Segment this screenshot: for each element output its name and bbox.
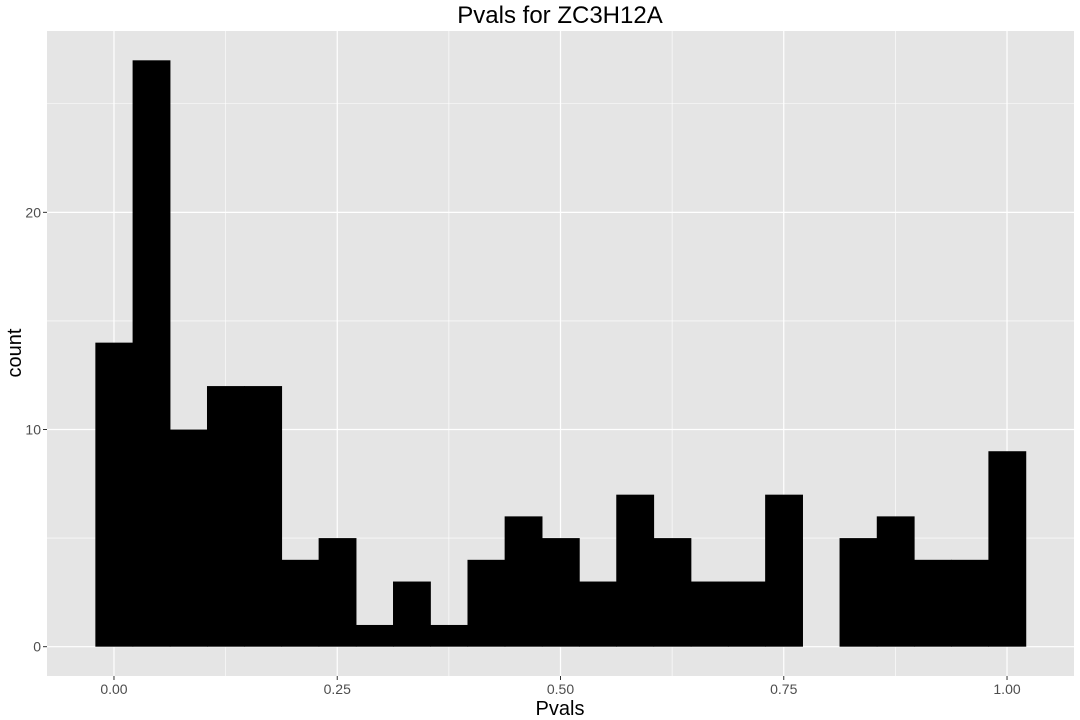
histogram-bar [467, 559, 506, 647]
histogram-bar [839, 538, 878, 647]
histogram-bar [914, 559, 952, 647]
histogram-bar [951, 559, 990, 647]
histogram-bar [690, 581, 729, 647]
histogram-bar [95, 342, 134, 647]
histogram-bar [504, 516, 543, 647]
x-tick-label: 0.25 [324, 681, 351, 697]
histogram-bar [765, 494, 803, 647]
histogram-bar [727, 581, 766, 647]
histogram-bar [169, 429, 208, 647]
histogram-bar [318, 538, 357, 647]
y-tick-label: 0 [33, 639, 41, 655]
x-tick-label: 0.00 [100, 681, 127, 697]
histogram-bar [653, 538, 692, 647]
histogram-bar [876, 516, 915, 647]
x-tick-label: 0.75 [770, 681, 797, 697]
histogram-bar [541, 538, 580, 647]
histogram-bar [206, 386, 245, 647]
x-tick-label: 1.00 [993, 681, 1020, 697]
histogram-bar [579, 581, 617, 647]
histogram-bar [616, 494, 655, 647]
histogram-bar [393, 581, 431, 647]
y-axis-ticks: 0 10 20 [25, 204, 47, 655]
histogram-bar [355, 624, 394, 647]
histogram-bars [95, 60, 1027, 647]
histogram-bar [132, 60, 171, 647]
y-tick-label: 10 [25, 422, 41, 438]
histogram-bar [281, 559, 320, 647]
histogram-bar [244, 386, 283, 647]
histogram-bar [988, 451, 1027, 647]
y-axis-title: count [4, 328, 26, 377]
histogram-bar [430, 624, 469, 647]
chart-title: Pvals for ZC3H12A [457, 2, 662, 29]
x-axis-title: Pvals [536, 698, 585, 720]
x-axis-ticks: 0.00 0.25 0.50 0.75 1.00 [100, 676, 1021, 697]
y-tick-label: 20 [25, 204, 41, 220]
x-tick-label: 0.50 [547, 681, 574, 697]
